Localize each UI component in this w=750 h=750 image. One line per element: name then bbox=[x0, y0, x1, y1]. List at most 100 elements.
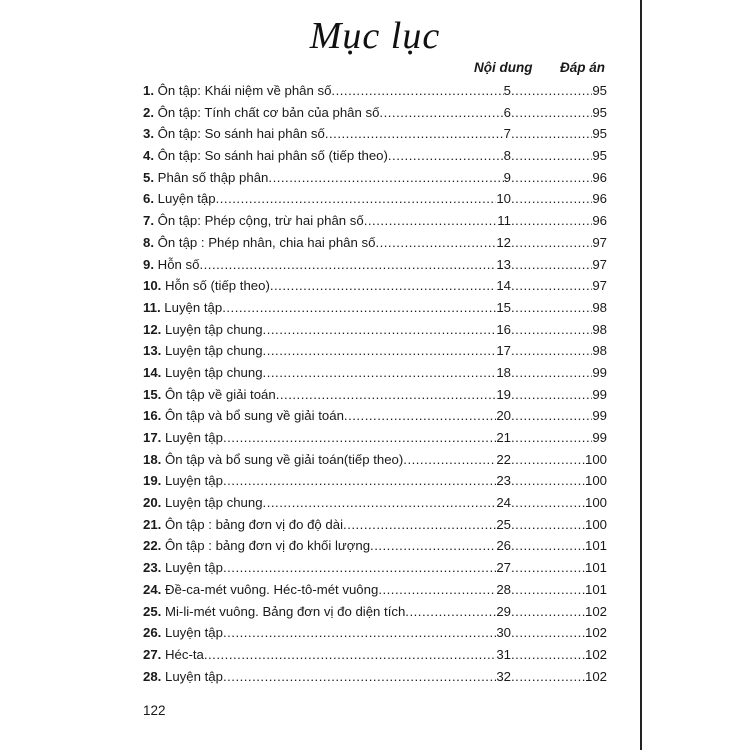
entry-answer-page: 96 bbox=[592, 191, 607, 207]
toc-entry[interactable]: 4. Ôn tập: So sánh hai phân số (tiếp the… bbox=[143, 145, 607, 167]
entry-page: 17 bbox=[496, 343, 511, 359]
entry-answer-page: 100 bbox=[584, 495, 607, 511]
entry-answer-page: 95 bbox=[592, 83, 607, 98]
toc-entry[interactable]: 6. Luyện tập 10 96 bbox=[143, 188, 607, 210]
dot-leader bbox=[223, 666, 496, 688]
toc-entry[interactable]: 8. Ôn tập : Phép nhân, chia hai phân số 1… bbox=[143, 232, 607, 254]
toc-entry[interactable]: 20. Luyện tập chung 24 100 bbox=[143, 492, 607, 514]
dot-leader bbox=[370, 535, 496, 557]
entry-title: 1. Ôn tập: Khái niệm về phân số bbox=[143, 80, 331, 102]
dot-leader bbox=[511, 210, 592, 232]
entry-title: 21. Ôn tập : bảng đơn vị đo độ dài bbox=[143, 514, 343, 536]
entry-label: Luyện tập chung bbox=[165, 364, 263, 380]
entry-label: Hỗn số (tiếp theo) bbox=[165, 278, 270, 294]
dot-leader bbox=[405, 601, 496, 623]
entry-page: 7 bbox=[503, 126, 511, 142]
entry-answer-page: 99 bbox=[592, 430, 607, 445]
entry-number: 27. bbox=[143, 646, 162, 662]
toc-entry[interactable]: 14. Luyện tập chung 18 99 bbox=[143, 362, 607, 384]
entry-number: 26. bbox=[143, 625, 162, 641]
dot-leader bbox=[511, 297, 592, 319]
dot-leader bbox=[511, 123, 592, 145]
entry-page: 14 bbox=[496, 278, 511, 294]
entry-title: 16. Ôn tập và bổ sung về giải toán bbox=[143, 405, 344, 427]
entry-number: 12. bbox=[143, 321, 162, 337]
toc-entry[interactable]: 7. Ôn tập: Phép cộng, trừ hai phân số 11 9… bbox=[143, 210, 607, 232]
entry-title: 10. Hỗn số (tiếp theo) bbox=[143, 275, 270, 297]
entry-answer-page: 99 bbox=[592, 408, 607, 424]
toc-entry[interactable]: 13. Luyện tập chung 17 98 bbox=[143, 340, 607, 362]
dot-leader bbox=[343, 514, 496, 536]
entry-number: 24. bbox=[143, 581, 162, 597]
entry-page: 16 bbox=[496, 321, 511, 337]
entry-title: 14. Luyện tập chung bbox=[143, 362, 263, 384]
entry-title: 15. Ôn tập về giải toán bbox=[143, 384, 276, 406]
dot-leader bbox=[511, 644, 585, 666]
entry-page: 21 bbox=[496, 430, 511, 445]
toc-entry[interactable]: 25. Mi-li-mét vuông. Bảng đơn vị đo diện… bbox=[143, 601, 607, 623]
toc-entry[interactable]: 5. Phân số thập phân 9 96 bbox=[143, 167, 607, 189]
entry-number: 8. bbox=[143, 234, 154, 250]
entry-answer-page: 97 bbox=[592, 234, 607, 250]
toc-entry[interactable]: 23. Luyện tập 27 101 bbox=[143, 557, 607, 579]
entry-label: Ôn tập : bảng đơn vị đo độ dài bbox=[165, 516, 344, 532]
toc-entry[interactable]: 16. Ôn tập và bổ sung về giải toán 20 99 bbox=[143, 405, 607, 427]
dot-leader bbox=[268, 167, 503, 189]
entry-answer-page: 100 bbox=[584, 516, 607, 532]
entry-number: 6. bbox=[143, 191, 154, 207]
entry-label: Ôn tập: Tính chất cơ bản của phân số bbox=[157, 104, 380, 120]
toc-entry[interactable]: 11. Luyện tập 15 98 bbox=[143, 297, 607, 319]
page-edge-line bbox=[640, 0, 642, 750]
dot-leader bbox=[403, 449, 496, 471]
toc-entry[interactable]: 21. Ôn tập : bảng đơn vị đo độ dài 25 100 bbox=[143, 514, 607, 536]
entry-answer-page: 102 bbox=[584, 668, 607, 684]
toc-entry[interactable]: 12. Luyện tập chung 16 98 bbox=[143, 319, 607, 341]
entry-number: 4. bbox=[143, 148, 154, 164]
dot-leader bbox=[511, 579, 585, 601]
dot-leader bbox=[511, 384, 592, 406]
toc-entry[interactable]: 26. Luyện tập 30 102 bbox=[143, 622, 607, 644]
entry-label: Ôn tập: So sánh hai phân số (tiếp theo) bbox=[157, 148, 388, 164]
column-header-answers: Đáp án bbox=[560, 60, 606, 75]
entry-title: 23. Luyện tập bbox=[143, 557, 223, 579]
entry-page: 5 bbox=[503, 83, 511, 98]
toc-entry[interactable]: 3. Ôn tập: So sánh hai phân số 7 95 bbox=[143, 123, 607, 145]
entry-page: 11 bbox=[497, 213, 511, 229]
entry-page: 31 bbox=[496, 646, 511, 662]
entry-answer-page: 99 bbox=[592, 364, 607, 380]
dot-leader bbox=[511, 492, 585, 514]
dot-leader bbox=[511, 514, 585, 536]
toc-entry[interactable]: 18. Ôn tập và bổ sung về giải toán(tiếp … bbox=[143, 449, 607, 471]
toc-entry[interactable]: 24. Đề-ca-mét vuông. Héc-tô-mét vuông 28 1… bbox=[143, 579, 607, 601]
entry-number: 5. bbox=[143, 169, 154, 185]
toc-entry[interactable]: 17. Luyện tập 21 99 bbox=[143, 427, 607, 449]
entry-number: 20. bbox=[143, 495, 162, 511]
entry-page: 19 bbox=[496, 386, 511, 402]
entry-label: Hỗn số bbox=[157, 256, 200, 272]
toc-entry[interactable]: 15. Ôn tập về giải toán 19 99 bbox=[143, 384, 607, 406]
dot-leader bbox=[375, 232, 496, 254]
dot-leader bbox=[511, 622, 585, 644]
column-header-content: Nội dung bbox=[474, 60, 533, 75]
toc-entry[interactable]: 2. Ôn tập: Tính chất cơ bản của phân số … bbox=[143, 102, 607, 124]
toc-entry[interactable]: 19. Luyện tập 23 100 bbox=[143, 470, 607, 492]
entry-number: 18. bbox=[143, 451, 162, 467]
toc-entry[interactable]: 27. Héc-ta 31 102 bbox=[143, 644, 607, 666]
toc-entry[interactable]: 9. Hỗn số 13 97 bbox=[143, 254, 607, 276]
entry-number: 13. bbox=[143, 343, 162, 359]
page-number: 122 bbox=[143, 703, 166, 718]
entry-answer-page: 98 bbox=[592, 343, 607, 359]
entry-page: 26 bbox=[496, 538, 511, 554]
entry-number: 9. bbox=[143, 256, 154, 272]
toc-entry[interactable]: 22. Ôn tập : bảng đơn vị đo khối lượng 26… bbox=[143, 535, 607, 557]
entry-label: Luyện tập chung bbox=[165, 495, 263, 511]
toc-entry[interactable]: 1. Ôn tập: Khái niệm về phân số 5 95 bbox=[143, 80, 607, 102]
entry-number: 15. bbox=[143, 386, 162, 402]
entry-number: 23. bbox=[143, 560, 162, 576]
entry-answer-page: 96 bbox=[592, 213, 607, 229]
toc-entry[interactable]: 10. Hỗn số (tiếp theo) 14 97 bbox=[143, 275, 607, 297]
dot-leader bbox=[263, 492, 497, 514]
entry-number: 17. bbox=[143, 430, 162, 445]
toc-entry[interactable]: 28. Luyện tập 32 102 bbox=[143, 666, 607, 688]
entry-title: 13. Luyện tập chung bbox=[143, 340, 263, 362]
